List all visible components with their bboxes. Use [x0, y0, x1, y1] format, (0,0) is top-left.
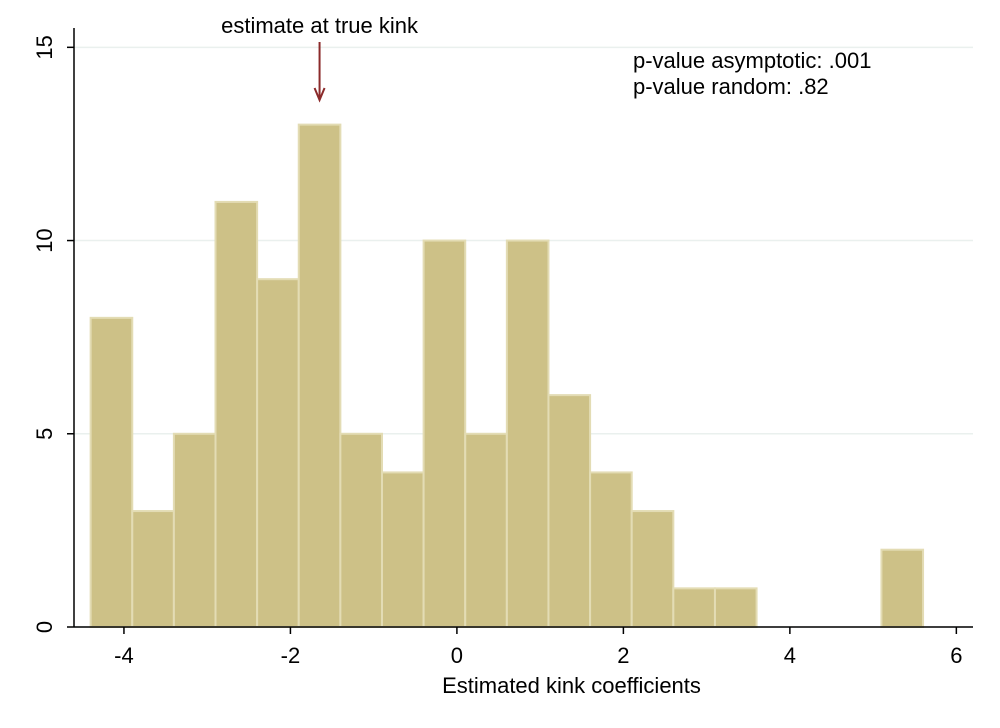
bar-5: [297, 123, 342, 628]
y-tick-label: 0: [32, 621, 57, 633]
x-tick-label: -2: [281, 643, 301, 668]
bar-9: [464, 432, 508, 628]
annotations: estimate at true kink p-value asymptotic…: [221, 13, 871, 103]
axes: 0 5 10 15 -4 -2 0 2 4 6: [32, 28, 973, 668]
bar-2: [172, 432, 217, 628]
bar-6: [339, 432, 383, 628]
bar-13: [630, 510, 675, 628]
bar-11: [547, 394, 592, 628]
bar-8: [422, 239, 467, 628]
y-tick-label: 15: [32, 35, 57, 59]
bar-10: [505, 239, 550, 628]
x-tick-label: 2: [617, 643, 629, 668]
bar-1: [131, 510, 175, 628]
bars: [89, 123, 925, 629]
bar-15: [713, 587, 758, 629]
x-tick-label: 4: [784, 643, 796, 668]
y-tick-label: 10: [32, 228, 57, 252]
x-axis-title: Estimated kink coefficients: [442, 673, 701, 698]
bar-4: [256, 278, 300, 628]
x-tick-label: -4: [114, 643, 134, 668]
bar-12: [589, 471, 633, 628]
bar-19: [880, 548, 925, 628]
pvalue-random-text: p-value random: .82: [633, 74, 829, 99]
x-tick-label: 0: [451, 643, 463, 668]
arrow-head-icon: [313, 87, 326, 103]
bar-7: [380, 471, 425, 628]
y-tick-label: 5: [32, 428, 57, 440]
arrow-label: estimate at true kink: [221, 13, 419, 38]
bar-14: [672, 587, 716, 629]
x-tick-label: 6: [950, 643, 962, 668]
bar-0: [89, 316, 134, 628]
bar-3: [214, 200, 259, 628]
pvalue-asymptotic-text: p-value asymptotic: .001: [633, 48, 871, 73]
